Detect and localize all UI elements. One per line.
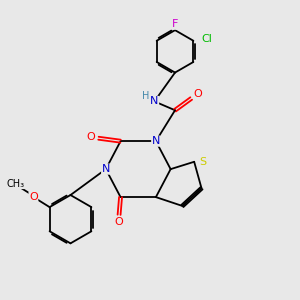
- Text: N: N: [150, 96, 159, 106]
- Text: O: O: [87, 132, 95, 142]
- Text: Cl: Cl: [201, 34, 212, 44]
- Text: O: O: [29, 192, 38, 202]
- Text: O: O: [193, 89, 202, 99]
- Text: N: N: [152, 136, 160, 146]
- Text: S: S: [200, 157, 207, 167]
- Text: CH₃: CH₃: [7, 178, 25, 189]
- Text: N: N: [102, 164, 110, 174]
- Text: H: H: [142, 91, 150, 101]
- Text: F: F: [172, 19, 178, 29]
- Text: O: O: [115, 217, 124, 227]
